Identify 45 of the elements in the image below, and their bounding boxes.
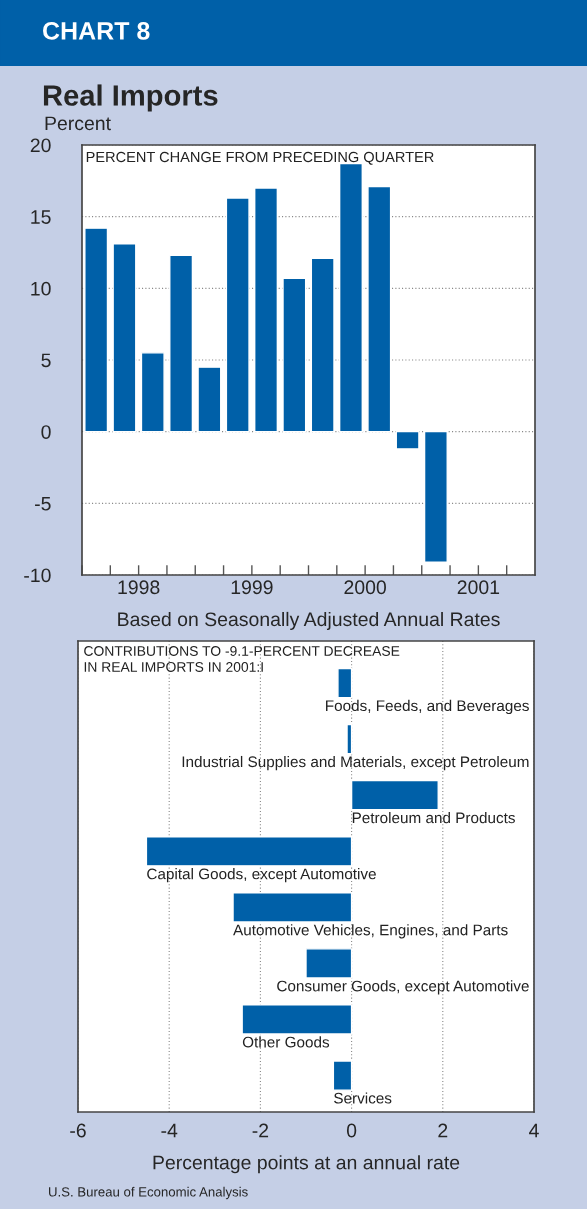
x-tick-label: 2000 [344,580,386,595]
x-tick-label: 0 [346,1123,357,1138]
x-axis-title: Percentage points at an annual rate [153,1155,460,1174]
caption: CHART 8 [43,22,150,40]
category-label: Consumer Goods, except Automotive [277,980,529,995]
x-tick-label: -6 [70,1123,86,1138]
y-tick-label: 5 [41,353,51,368]
x-tick-label: 2 [438,1123,448,1138]
bar [169,254,194,433]
x-tick-label: -4 [161,1123,178,1138]
y-tick-label: 10 [31,281,51,296]
x-tick-label: 1999 [231,580,273,595]
bar [197,366,222,433]
y-tick-label: 0 [41,425,51,439]
x-tick-label: 2001 [457,580,500,595]
x-axis-title: Based on Seasonally Adjusted Annual Rates [118,611,500,630]
bar [310,257,335,433]
annotation: PERCENT CHANGE FROM PRECEDING QUARTER [86,151,434,165]
bar [254,187,279,433]
y-tick-label: 20 [30,138,51,153]
x-tick-label: 4 [529,1123,539,1138]
text: U.S. Bureau of Economic Analysis [49,1186,248,1200]
annotation: CONTRIBUTIONS TO -9.1-PERCENT DECREASE IN REAL IMPORTS IN 2001:I [84,646,400,672]
bar [225,197,250,433]
bar [367,185,392,433]
x-tick-label: -2 [252,1123,269,1138]
y-axis-title: Percent [45,116,111,131]
category-label: Other Goods [242,1036,330,1048]
category-label: Automotive Vehicles, Engines, and Parts [233,924,508,939]
x-tick-label: 1998 [118,580,160,595]
category-label: Capital Goods, except Automotive [147,868,376,883]
category-label: Services [334,1092,392,1104]
category-label: Industrial Supplies and Materials, except Petroleum [182,755,529,771]
bar [338,162,363,433]
category-label: Petroleum and Products [352,812,515,824]
bar [140,352,165,433]
chart-title: Real Imports [43,84,218,112]
category-label: Foods, Feeds, and Beverages [326,699,529,715]
y-tick-label: -5 [35,497,51,511]
y-tick-label: 15 [31,210,51,224]
y-tick-label: -10 [24,568,51,583]
bar [395,430,420,450]
bar [423,430,448,563]
bar [112,243,137,433]
bar [282,277,307,433]
